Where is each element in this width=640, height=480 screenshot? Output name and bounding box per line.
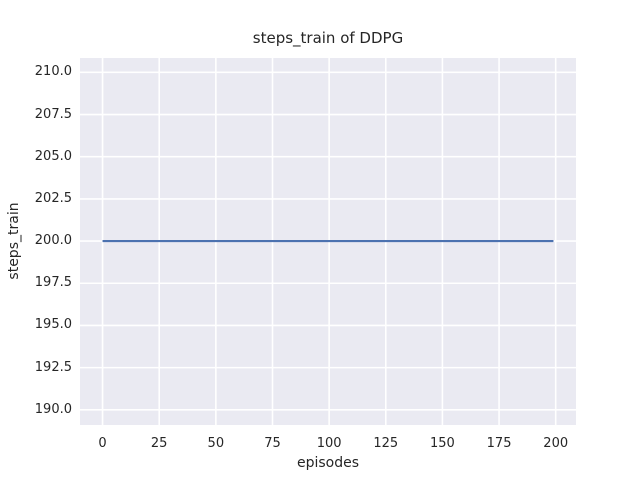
y-tick-label: 200.0 <box>34 233 72 249</box>
y-tick-label: 197.5 <box>34 275 72 291</box>
x-tick-label: 50 <box>207 436 225 451</box>
y-axis-label: steps_train <box>6 202 22 280</box>
y-tick-label: 205.0 <box>34 148 72 164</box>
y-tick-label: 195.0 <box>34 317 72 333</box>
y-tick-label: 207.5 <box>34 106 72 122</box>
y-tick-label: 190.0 <box>34 401 72 417</box>
x-tick-label: 175 <box>486 436 512 451</box>
plot-canvas <box>80 58 576 425</box>
x-tick-label: 25 <box>150 436 168 451</box>
x-tick-label: 100 <box>316 436 342 451</box>
x-tick-label: 200 <box>543 436 569 451</box>
x-tick-label: 150 <box>430 436 455 451</box>
y-tick-label: 192.5 <box>34 359 72 375</box>
y-tick-label: 210.0 <box>34 64 72 80</box>
x-tick-label: 75 <box>264 436 281 451</box>
plot-area <box>80 58 576 425</box>
x-tick-label: 125 <box>373 436 399 451</box>
chart-title: steps_train of DDPG <box>252 29 404 47</box>
x-axis-label: episodes <box>296 455 360 471</box>
y-tick-label: 202.5 <box>34 190 72 206</box>
x-tick-label: 0 <box>98 436 107 451</box>
